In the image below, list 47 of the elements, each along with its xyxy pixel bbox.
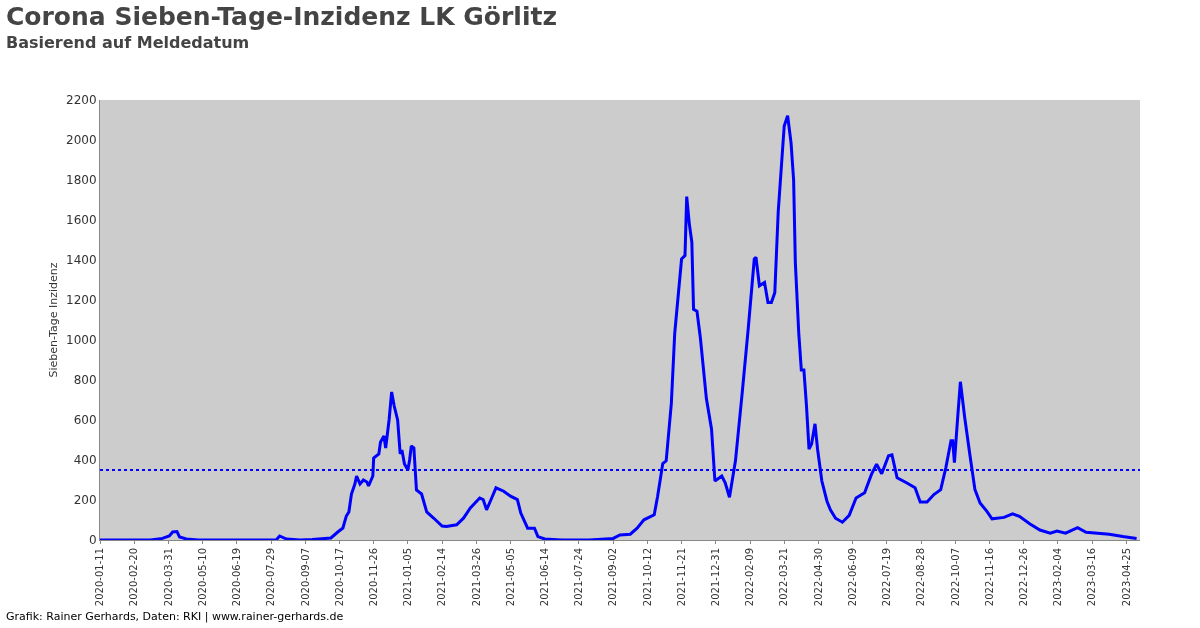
x-tick-label: 2021-06-14	[538, 548, 550, 607]
x-tick-label: 2021-09-02	[607, 548, 619, 607]
x-tick-label: 2021-10-12	[641, 548, 653, 607]
x-tick-label: 2022-10-07	[949, 548, 961, 607]
x-tick-label: 2021-12-31	[710, 548, 722, 607]
text: Grafik: Rainer Gerhards, Daten: RKI | www.rainer-gerhards.de	[6, 610, 344, 623]
y-axis-title: Sieben-Tage Inzidenz	[46, 262, 60, 378]
x-tick-label: 2020-07-29	[265, 548, 277, 607]
y-tick-label: 1800	[66, 173, 97, 188]
y-tick-label: 200	[73, 493, 97, 508]
x-tick-label: 2022-06-09	[846, 548, 858, 607]
x-tick-label: 2020-06-19	[231, 548, 243, 607]
y-tick-label: 1400	[66, 253, 97, 268]
x-tick-label: 2020-09-07	[299, 548, 311, 607]
x-tick-label: 2021-05-05	[504, 548, 516, 607]
x-tick-label: 2022-02-09	[744, 548, 756, 607]
chart-subtitle: Basierend auf Meldedatum	[6, 33, 251, 52]
y-tick-label: 2200	[66, 93, 97, 108]
x-tick-label: 2020-01-11	[94, 548, 106, 607]
x-tick-label: 2021-01-05	[402, 548, 414, 607]
x-tick-label: 2022-12-26	[1017, 548, 1029, 607]
x-tick-label: 2020-03-31	[162, 548, 174, 607]
y-tick-label: 800	[73, 373, 97, 388]
x-tick-label: 2021-11-21	[675, 548, 687, 607]
x-tick-label: 2023-02-04	[1052, 548, 1064, 607]
y-tick-label: 0	[88, 533, 97, 548]
x-tick-label: 2023-03-16	[1086, 548, 1098, 607]
x-tick-label: 2022-07-19	[881, 548, 893, 607]
x-tick-label: 2022-08-28	[915, 548, 927, 607]
y-tick-label: 1600	[66, 213, 97, 228]
x-tick-label: 2020-02-20	[128, 548, 140, 607]
x-tick-label: 2021-03-26	[470, 548, 482, 607]
x-tick-label: 2021-02-14	[436, 548, 448, 607]
y-tick-label: 2000	[66, 133, 97, 148]
x-tick-label: 2022-04-30	[812, 548, 824, 607]
x-tick-label: 2021-07-24	[573, 548, 585, 607]
y-tick-label: 1000	[66, 333, 97, 348]
x-tick-label: 2022-11-16	[983, 548, 995, 607]
y-tick-label: 1200	[66, 293, 97, 308]
y-tick-label: 600	[73, 413, 97, 428]
x-tick-label: 2020-10-17	[333, 548, 345, 607]
x-tick-label: 2020-11-26	[367, 548, 379, 607]
x-tick-label: 2020-05-10	[196, 548, 208, 607]
x-tick-label: 2022-03-21	[778, 548, 790, 607]
y-tick-label: 400	[73, 453, 97, 468]
x-tick-label: 2023-04-25	[1120, 548, 1132, 607]
chart-title: Corona Sieben-Tage-Inzidenz LK Görlitz	[6, 2, 558, 31]
